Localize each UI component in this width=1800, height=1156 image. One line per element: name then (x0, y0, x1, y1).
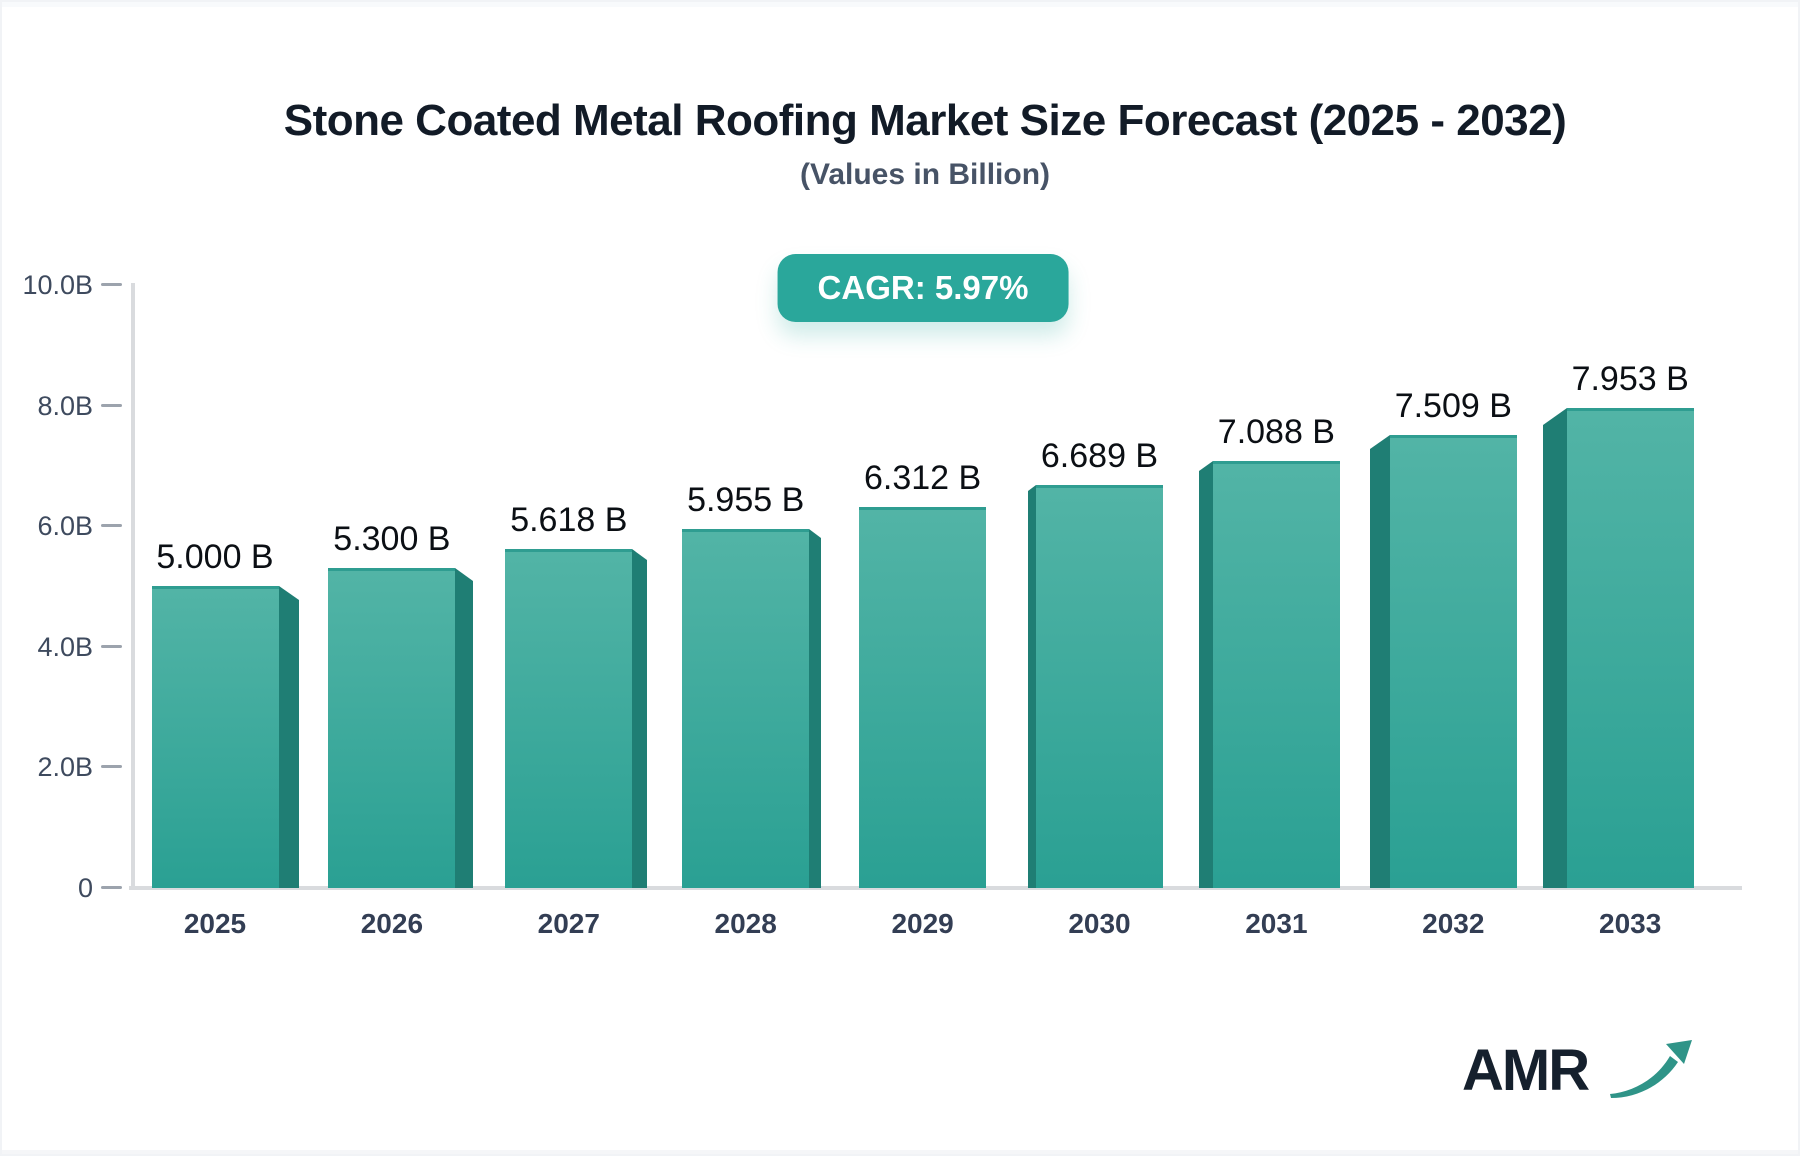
y-axis-tick (101, 283, 122, 286)
x-axis-category-label: 2032 (1422, 908, 1485, 939)
chart-subtitle: (Values in Billion) (799, 158, 1051, 191)
bar (682, 529, 809, 888)
y-axis-tick (101, 403, 122, 407)
y-axis-tick (101, 765, 122, 769)
bar (1213, 461, 1340, 888)
bar-value-label: 5.300 B (333, 520, 451, 558)
chart-title: Stone Coated Metal Roofing Market Size F… (283, 96, 1567, 145)
bar-value-label: 5.618 B (510, 501, 628, 539)
bar (152, 586, 279, 888)
amr-logo-text: AMR (1462, 1038, 1590, 1103)
amr-logo: AMR (1462, 1028, 1692, 1118)
bar-3d-side (1028, 485, 1036, 888)
x-axis-category-label: 2028 (714, 908, 777, 939)
y-axis-tick-label: 2.0B (37, 752, 93, 783)
bar (505, 549, 632, 888)
bar (1390, 435, 1517, 888)
bar-value-label: 7.953 B (1571, 360, 1689, 398)
y-axis-tick (101, 524, 122, 528)
bar-3d-side (1199, 461, 1213, 888)
x-axis-category-label: 2025 (183, 908, 247, 939)
x-axis-category-label: 2030 (1068, 908, 1131, 939)
bar-value-label: 5.955 B (687, 481, 805, 519)
bar-value-label: 7.509 B (1394, 387, 1512, 425)
bar-value-label: 5.000 B (156, 538, 274, 576)
x-axis-baseline (129, 886, 1742, 890)
y-axis-tick-label: 6.0B (37, 511, 93, 542)
cagr-badge: CAGR: 5.97% (777, 254, 1069, 322)
y-axis-tick (101, 644, 122, 648)
bar (1036, 485, 1163, 888)
x-axis-category-label: 2031 (1245, 908, 1308, 939)
bar-3d-side (1370, 435, 1390, 888)
bar (328, 568, 455, 888)
y-axis-tick-label: 10.0B (22, 270, 93, 300)
bar (859, 507, 986, 888)
bar-3d-side (279, 586, 299, 888)
y-axis-tick-label: 0 (77, 873, 93, 903)
x-axis-category-label: 2026 (360, 908, 424, 939)
bar-3d-side (1543, 408, 1567, 888)
bar-value-label: 6.689 B (1040, 437, 1159, 475)
x-axis-category-label: 2027 (537, 908, 600, 939)
bar-3d-side (632, 549, 647, 888)
y-axis-line (131, 283, 135, 890)
bar-3d-side (455, 568, 473, 888)
y-axis-tick-label: 4.0B (37, 631, 93, 662)
bar-value-label: 7.088 B (1217, 413, 1335, 451)
growth-arrow-icon (1610, 1040, 1692, 1098)
y-axis-tick (101, 886, 122, 889)
y-axis-tick-label: 8.0B (37, 390, 93, 421)
x-axis-category-label: 2033 (1599, 908, 1662, 939)
bar (1567, 408, 1694, 888)
x-axis-category-label: 2029 (891, 908, 954, 939)
bar-3d-side (809, 529, 821, 888)
bar-value-label: 6.312 B (863, 459, 982, 497)
